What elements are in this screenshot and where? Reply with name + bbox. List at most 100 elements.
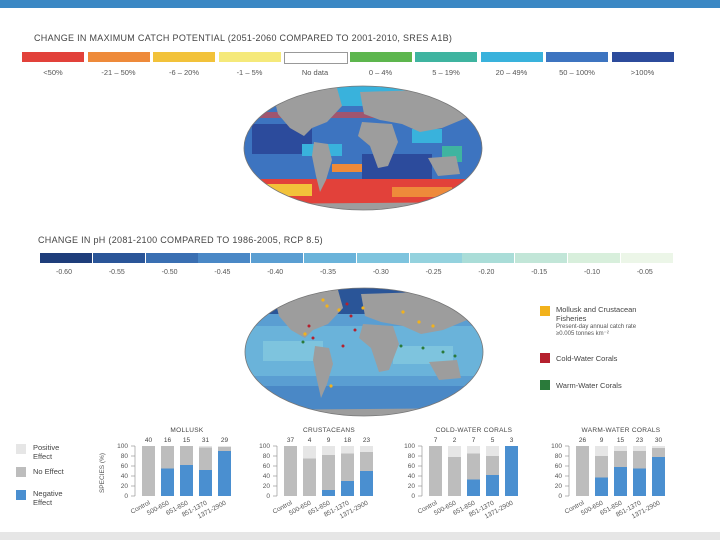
- bar-segment-positive-effect: [218, 446, 231, 447]
- bar-segment-no-effect: [633, 451, 646, 469]
- ph-scale-segment: [409, 253, 462, 263]
- no-effect-label: No Effect: [33, 467, 64, 476]
- positive-effect-label: Positive Effect: [33, 443, 60, 461]
- ph-scale-segment: [251, 253, 304, 263]
- sample-size-label: 15: [183, 437, 191, 444]
- ph-scale-tick: -0.10: [584, 269, 600, 276]
- bar-segment-no-effect: [199, 447, 212, 470]
- bar-segment-positive-effect: [322, 446, 335, 455]
- bar-segment-positive-effect: [467, 446, 480, 454]
- top-accent-bar: [0, 0, 720, 8]
- negative-effect-swatch: [16, 490, 26, 500]
- sample-size-label: 18: [344, 437, 352, 444]
- catch-legend-swatch: [218, 52, 281, 62]
- y-tick-label: 0: [266, 493, 270, 500]
- catch-legend-swatch: [284, 52, 348, 64]
- catch-legend-label: -6 – 20%: [168, 68, 200, 77]
- fishery-label: Mollusk and Crustacean Fisheries: [556, 305, 637, 323]
- sample-size-label: 30: [655, 437, 663, 444]
- ph-scale-tick: -0.25: [425, 269, 442, 276]
- no-effect-swatch: [16, 467, 26, 477]
- sample-size-label: 2: [453, 437, 457, 444]
- sample-size-label: 40: [145, 437, 153, 444]
- catch-legend-label: -1 – 5%: [236, 68, 263, 77]
- y-tick-label: 100: [259, 443, 270, 450]
- bar-segment-negative-effect: [199, 470, 212, 496]
- bar-segment-negative-effect: [614, 467, 627, 496]
- chart-title: COLD-WATER CORALS: [436, 427, 513, 434]
- sample-size-label: 23: [636, 437, 644, 444]
- sample-size-label: 31: [202, 437, 210, 444]
- sample-size-label: 7: [472, 437, 476, 444]
- bar-segment-positive-effect: [614, 446, 627, 451]
- catch-legend-label: >100%: [630, 68, 655, 77]
- catch-legend-swatch: [349, 52, 412, 62]
- catch-legend-label: -21 – 50%: [101, 68, 136, 77]
- ph-scale-tick: -0.45: [214, 269, 231, 276]
- bar-segment-negative-effect: [360, 471, 373, 496]
- y-tick-label: 40: [408, 473, 416, 480]
- bar-segment-no-effect: [614, 451, 627, 467]
- y-tick-label: 20: [555, 483, 563, 490]
- sample-size-label: 29: [221, 437, 229, 444]
- catch-legend-swatch: [415, 52, 477, 62]
- sample-size-label: 23: [363, 437, 371, 444]
- bar-segment-no-effect: [303, 458, 316, 496]
- ph-scale-tick: -0.30: [372, 269, 389, 276]
- ph-scale-segment: [304, 253, 356, 263]
- bar-segment-positive-effect: [199, 446, 212, 448]
- negative-effect-label: Negative Effect: [33, 489, 63, 507]
- bar-segment-no-effect: [284, 446, 297, 496]
- chart-title: CRUSTACEANS: [303, 427, 355, 434]
- catch-legend-swatch: [480, 52, 543, 62]
- catch-map-title: CHANGE IN MAXIMUM CATCH POTENTIAL (2051-…: [34, 33, 453, 43]
- sample-size-label: 15: [617, 437, 625, 444]
- bar-segment-no-effect: [595, 456, 608, 478]
- y-tick-label: 100: [404, 443, 415, 450]
- bar-segment-negative-effect: [341, 481, 354, 496]
- bar-segment-negative-effect: [652, 457, 665, 496]
- y-tick-label: 40: [555, 473, 563, 480]
- bar-segment-no-effect: [448, 457, 461, 496]
- bar-segment-no-effect: [486, 456, 499, 475]
- y-axis-title: SPECIES (%): [99, 453, 106, 493]
- catch-legend-label: 50 – 100%: [559, 68, 595, 77]
- bar-segment-no-effect: [161, 446, 174, 469]
- bar-segment-positive-effect: [448, 446, 461, 457]
- ph-scale-segment: [620, 253, 673, 263]
- sample-size-label: 5: [491, 437, 495, 444]
- ph-scale-segment: [92, 253, 145, 263]
- bar-segment-no-effect: [576, 446, 589, 496]
- cold-coral-label: Cold-Water Corals: [556, 354, 618, 363]
- bar-segment-positive-effect: [633, 446, 646, 451]
- y-tick-label: 60: [408, 463, 416, 470]
- catch-legend-label: No data: [301, 68, 329, 77]
- bar-segment-no-effect: [341, 453, 354, 481]
- y-tick-label: 80: [555, 453, 563, 460]
- y-tick-label: 100: [117, 443, 128, 450]
- ph-scale-segment: [462, 253, 515, 263]
- bar-segment-positive-effect: [341, 446, 354, 454]
- bar-segment-no-effect: [180, 446, 193, 465]
- y-tick-label: 20: [121, 483, 129, 490]
- y-tick-label: 40: [263, 473, 271, 480]
- ph-scale-segment: [40, 253, 92, 263]
- sample-size-label: 26: [579, 437, 587, 444]
- y-tick-label: 60: [121, 463, 129, 470]
- y-tick-label: 0: [411, 493, 415, 500]
- ph-scale-tick: -0.55: [108, 269, 125, 276]
- bar-segment-no-effect: [218, 447, 231, 451]
- y-tick-label: 80: [121, 453, 129, 460]
- catch-legend-label: 5 – 19%: [432, 68, 460, 77]
- sample-size-label: 9: [600, 437, 604, 444]
- sample-size-label: 7: [434, 437, 438, 444]
- ph-scale-tick: -0.40: [267, 269, 284, 276]
- bar-segment-negative-effect: [180, 465, 193, 496]
- bar-segment-no-effect: [360, 452, 373, 471]
- bar-segment-negative-effect: [322, 490, 335, 496]
- y-tick-label: 20: [408, 483, 416, 490]
- ph-change-map: [244, 287, 484, 417]
- catch-legend-swatch: [546, 52, 608, 62]
- sample-size-label: 3: [510, 437, 514, 444]
- bar-segment-negative-effect: [467, 479, 480, 496]
